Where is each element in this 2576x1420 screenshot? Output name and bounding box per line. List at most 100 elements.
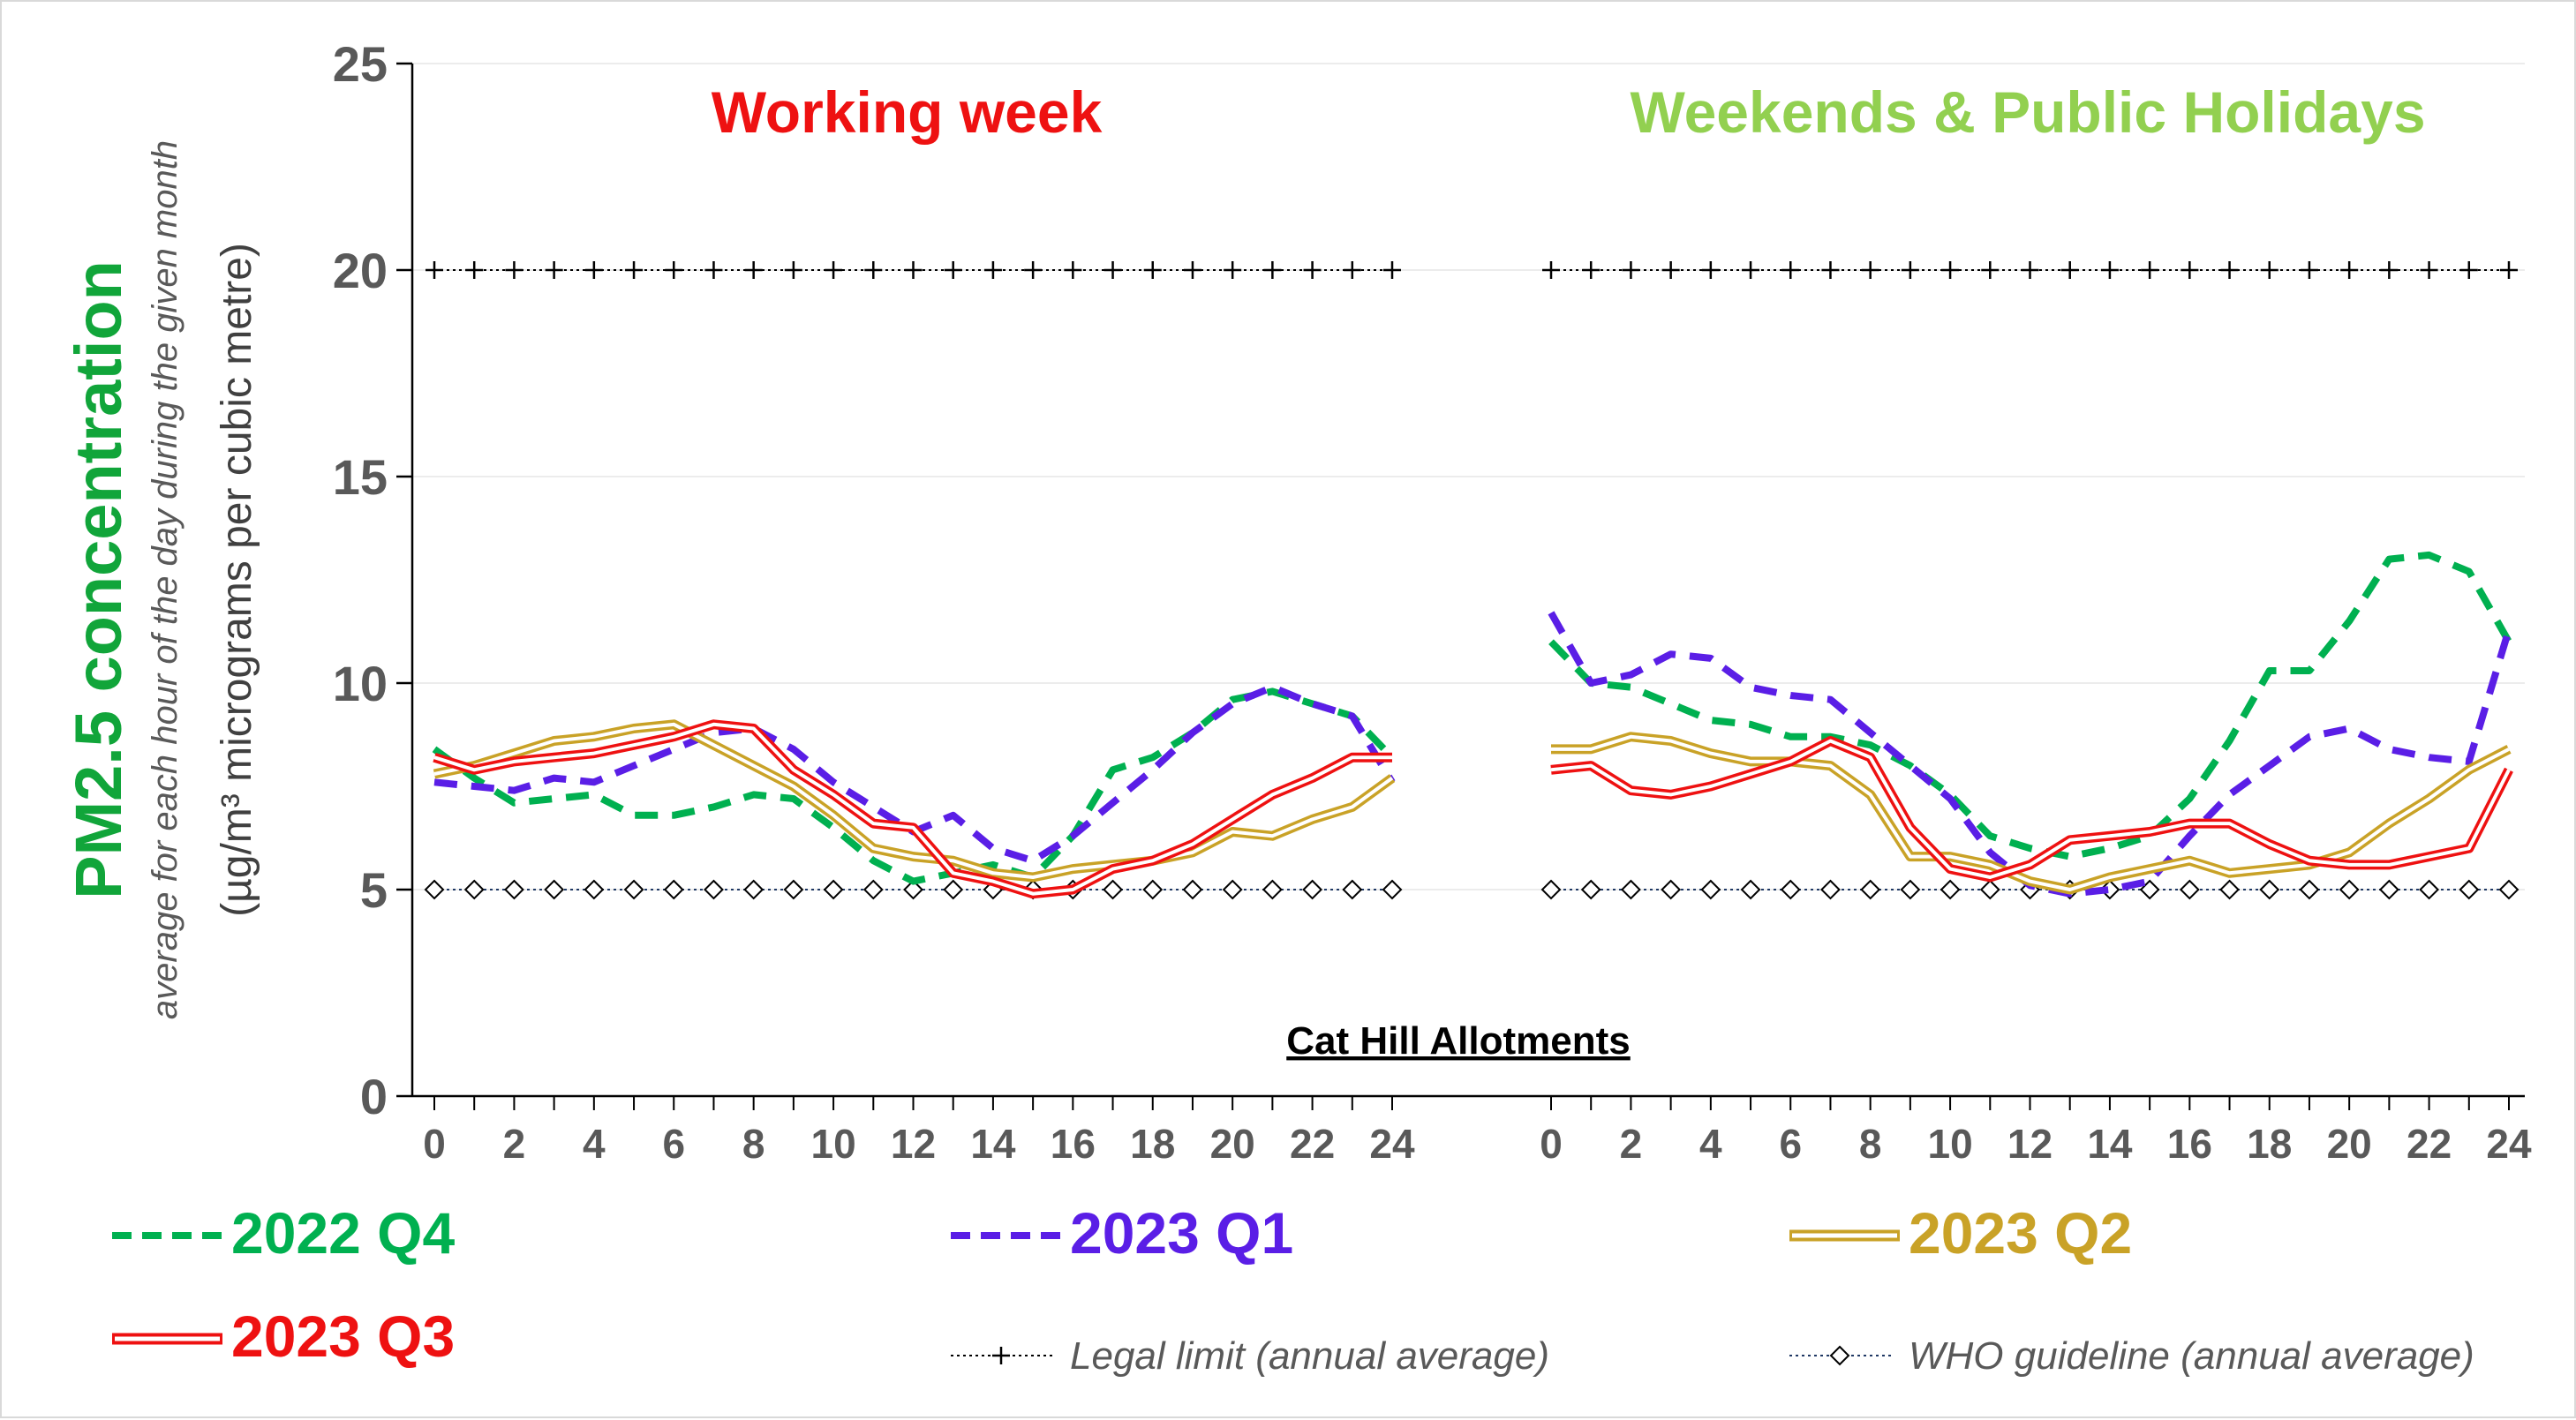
legal-limit-marker: [1701, 261, 1720, 279]
who-guideline-marker: [743, 879, 765, 900]
who-guideline-marker: [663, 879, 684, 900]
who-guideline-marker: [1182, 879, 1203, 900]
x-tick-label: 24: [1369, 1121, 1415, 1167]
legal-limit-marker: [1224, 261, 1242, 279]
who-guideline-marker: [2378, 879, 2399, 900]
legal-limit-marker: [2220, 261, 2239, 279]
legal-limit-marker: [2420, 261, 2438, 279]
legal-limit-marker: [1901, 261, 1919, 279]
y-tick-label: 20: [333, 243, 388, 298]
legal-limit-marker: [1582, 261, 1601, 279]
legal-limit-marker: [944, 261, 962, 279]
x-tick-label: 20: [2327, 1121, 2372, 1167]
legal-limit-marker: [1064, 261, 1082, 279]
x-tick-label: 22: [2407, 1121, 2452, 1167]
x-tick-label: 18: [1130, 1121, 1175, 1167]
y-tick-label: 25: [333, 36, 388, 92]
legend-label-0: 2022 Q4: [231, 1200, 455, 1266]
legal-limit-marker: [1263, 261, 1282, 279]
x-tick-label: 14: [970, 1121, 1016, 1167]
who-guideline-marker: [823, 879, 844, 900]
x-tick-label: 24: [2486, 1121, 2532, 1167]
x-tick-label: 12: [2007, 1121, 2053, 1167]
who-guideline-marker: [783, 879, 804, 900]
series-line-inner-2: [433, 722, 1394, 879]
legal-limit-marker: [1622, 261, 1640, 279]
x-tick-label: 6: [1779, 1121, 1802, 1167]
who-guideline-marker: [2219, 879, 2240, 900]
who-guideline-marker: [1900, 879, 1921, 900]
x-tick-label: 8: [742, 1121, 765, 1167]
x-tick-label: 6: [662, 1121, 685, 1167]
legend-label-1: 2023 Q1: [1070, 1200, 1293, 1266]
who-guideline-marker: [704, 879, 724, 900]
who-guideline-marker: [2339, 879, 2360, 900]
legal-limit-marker: [1383, 261, 1401, 279]
legend-label-2: 2023 Q2: [1909, 1200, 2132, 1266]
legal-limit-marker: [2060, 261, 2079, 279]
legal-limit-marker: [1661, 261, 1680, 279]
y-tick-label: 15: [333, 449, 388, 505]
who-guideline-marker: [2419, 879, 2439, 900]
x-tick-label: 14: [2087, 1121, 2133, 1167]
x-tick-label: 4: [1699, 1121, 1722, 1167]
x-tick-label: 16: [1051, 1121, 1096, 1167]
x-tick-label: 10: [810, 1121, 855, 1167]
legal-limit-marker: [2500, 261, 2518, 279]
who-guideline-marker: [2139, 879, 2160, 900]
legal-limit-marker: [1781, 261, 1800, 279]
legal-limit-marker: [1981, 261, 2000, 279]
series-line-inner-3: [1550, 739, 2511, 879]
who-guideline-marker: [2459, 879, 2480, 900]
legal-limit-marker: [584, 261, 603, 279]
x-tick-label: 0: [1540, 1121, 1563, 1167]
legal-limit-marker: [784, 261, 802, 279]
x-tick-label: 18: [2247, 1121, 2292, 1167]
legal-limit-marker: [2141, 261, 2159, 279]
legal-limit-marker: [904, 261, 923, 279]
legal-limit-marker: [1143, 261, 1162, 279]
x-tick-label: 16: [2167, 1121, 2212, 1167]
who-guideline-marker: [1621, 879, 1641, 900]
who-guideline-marker: [504, 879, 524, 900]
who-guideline-marker: [1780, 879, 1801, 900]
legal-limit-marker: [2021, 261, 2039, 279]
who-guideline-marker: [2179, 879, 2200, 900]
y-tick-label: 10: [333, 656, 388, 711]
x-tick-label: 12: [891, 1121, 936, 1167]
x-tick-label: 10: [1927, 1121, 1972, 1167]
legal-limit-marker: [2340, 261, 2359, 279]
who-guideline-marker: [2498, 879, 2520, 900]
who-guideline-marker: [1540, 879, 1562, 900]
x-tick-label: 2: [503, 1121, 526, 1167]
y-tick-label: 5: [360, 862, 388, 918]
legal-limit-marker: [704, 261, 723, 279]
x-tick-label: 0: [423, 1121, 446, 1167]
who-guideline-marker: [2259, 879, 2280, 900]
legal-limit-marker: [864, 261, 883, 279]
who-guideline-marker: [1142, 879, 1164, 900]
legal-limit-marker: [1343, 261, 1361, 279]
y-axis-subtitle: average for each hour of the day during …: [146, 140, 185, 1019]
who-guideline-marker: [1700, 879, 1721, 900]
x-tick-label: 8: [1859, 1121, 1882, 1167]
who-guideline-marker: [1820, 879, 1841, 900]
panel-title-weekend: Weekends & Public Holidays: [1630, 79, 2425, 145]
legal-limit-marker: [465, 261, 484, 279]
who-guideline-marker: [1661, 879, 1682, 900]
legend-ref-label-0: Legal limit (annual average): [1070, 1334, 1549, 1378]
legend-ref-marker-1: [1829, 1345, 1850, 1366]
series-line-2: [433, 719, 1396, 883]
who-guideline-marker: [1860, 879, 1881, 900]
legal-limit-marker: [2300, 261, 2318, 279]
site-label: Cat Hill Allotments: [1286, 1019, 1631, 1063]
legal-limit-marker: [2260, 261, 2278, 279]
legal-limit-marker: [625, 261, 644, 279]
legal-limit-marker: [1941, 261, 1960, 279]
legal-limit-marker: [2380, 261, 2399, 279]
legal-limit-marker: [2100, 261, 2119, 279]
legal-limit-marker: [1103, 261, 1122, 279]
x-tick-label: 20: [1210, 1121, 1255, 1167]
legal-limit-marker: [1303, 261, 1322, 279]
x-tick-label: 2: [1620, 1121, 1643, 1167]
